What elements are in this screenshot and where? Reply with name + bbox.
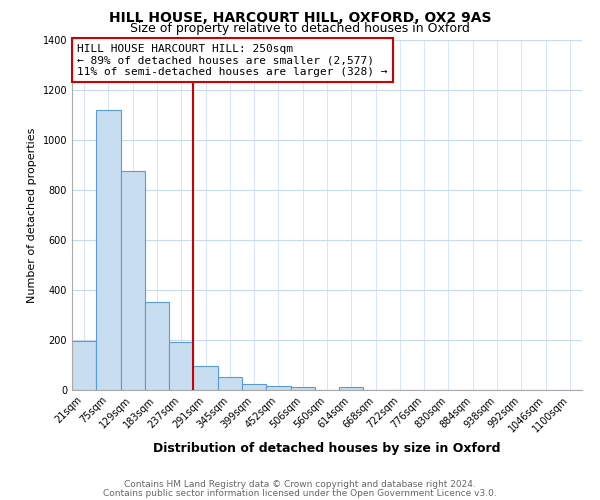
Bar: [290, 386, 315, 390]
X-axis label: Distribution of detached houses by size in Oxford: Distribution of detached houses by size …: [153, 442, 501, 456]
Text: HILL HOUSE HARCOURT HILL: 250sqm
← 89% of detached houses are smaller (2,577)
11: HILL HOUSE HARCOURT HILL: 250sqm ← 89% o…: [77, 44, 388, 76]
Y-axis label: Number of detached properties: Number of detached properties: [27, 128, 37, 302]
Bar: [121, 171, 145, 390]
Bar: [169, 342, 193, 390]
Bar: [218, 377, 242, 390]
Text: Contains public sector information licensed under the Open Government Licence v3: Contains public sector information licen…: [103, 488, 497, 498]
Bar: [242, 384, 266, 390]
Bar: [96, 110, 121, 390]
Text: Size of property relative to detached houses in Oxford: Size of property relative to detached ho…: [130, 22, 470, 35]
Bar: [193, 366, 218, 390]
Bar: [266, 386, 290, 390]
Bar: [145, 302, 169, 390]
Text: Contains HM Land Registry data © Crown copyright and database right 2024.: Contains HM Land Registry data © Crown c…: [124, 480, 476, 489]
Bar: [72, 341, 96, 390]
Bar: [339, 387, 364, 390]
Text: HILL HOUSE, HARCOURT HILL, OXFORD, OX2 9AS: HILL HOUSE, HARCOURT HILL, OXFORD, OX2 9…: [109, 11, 491, 25]
